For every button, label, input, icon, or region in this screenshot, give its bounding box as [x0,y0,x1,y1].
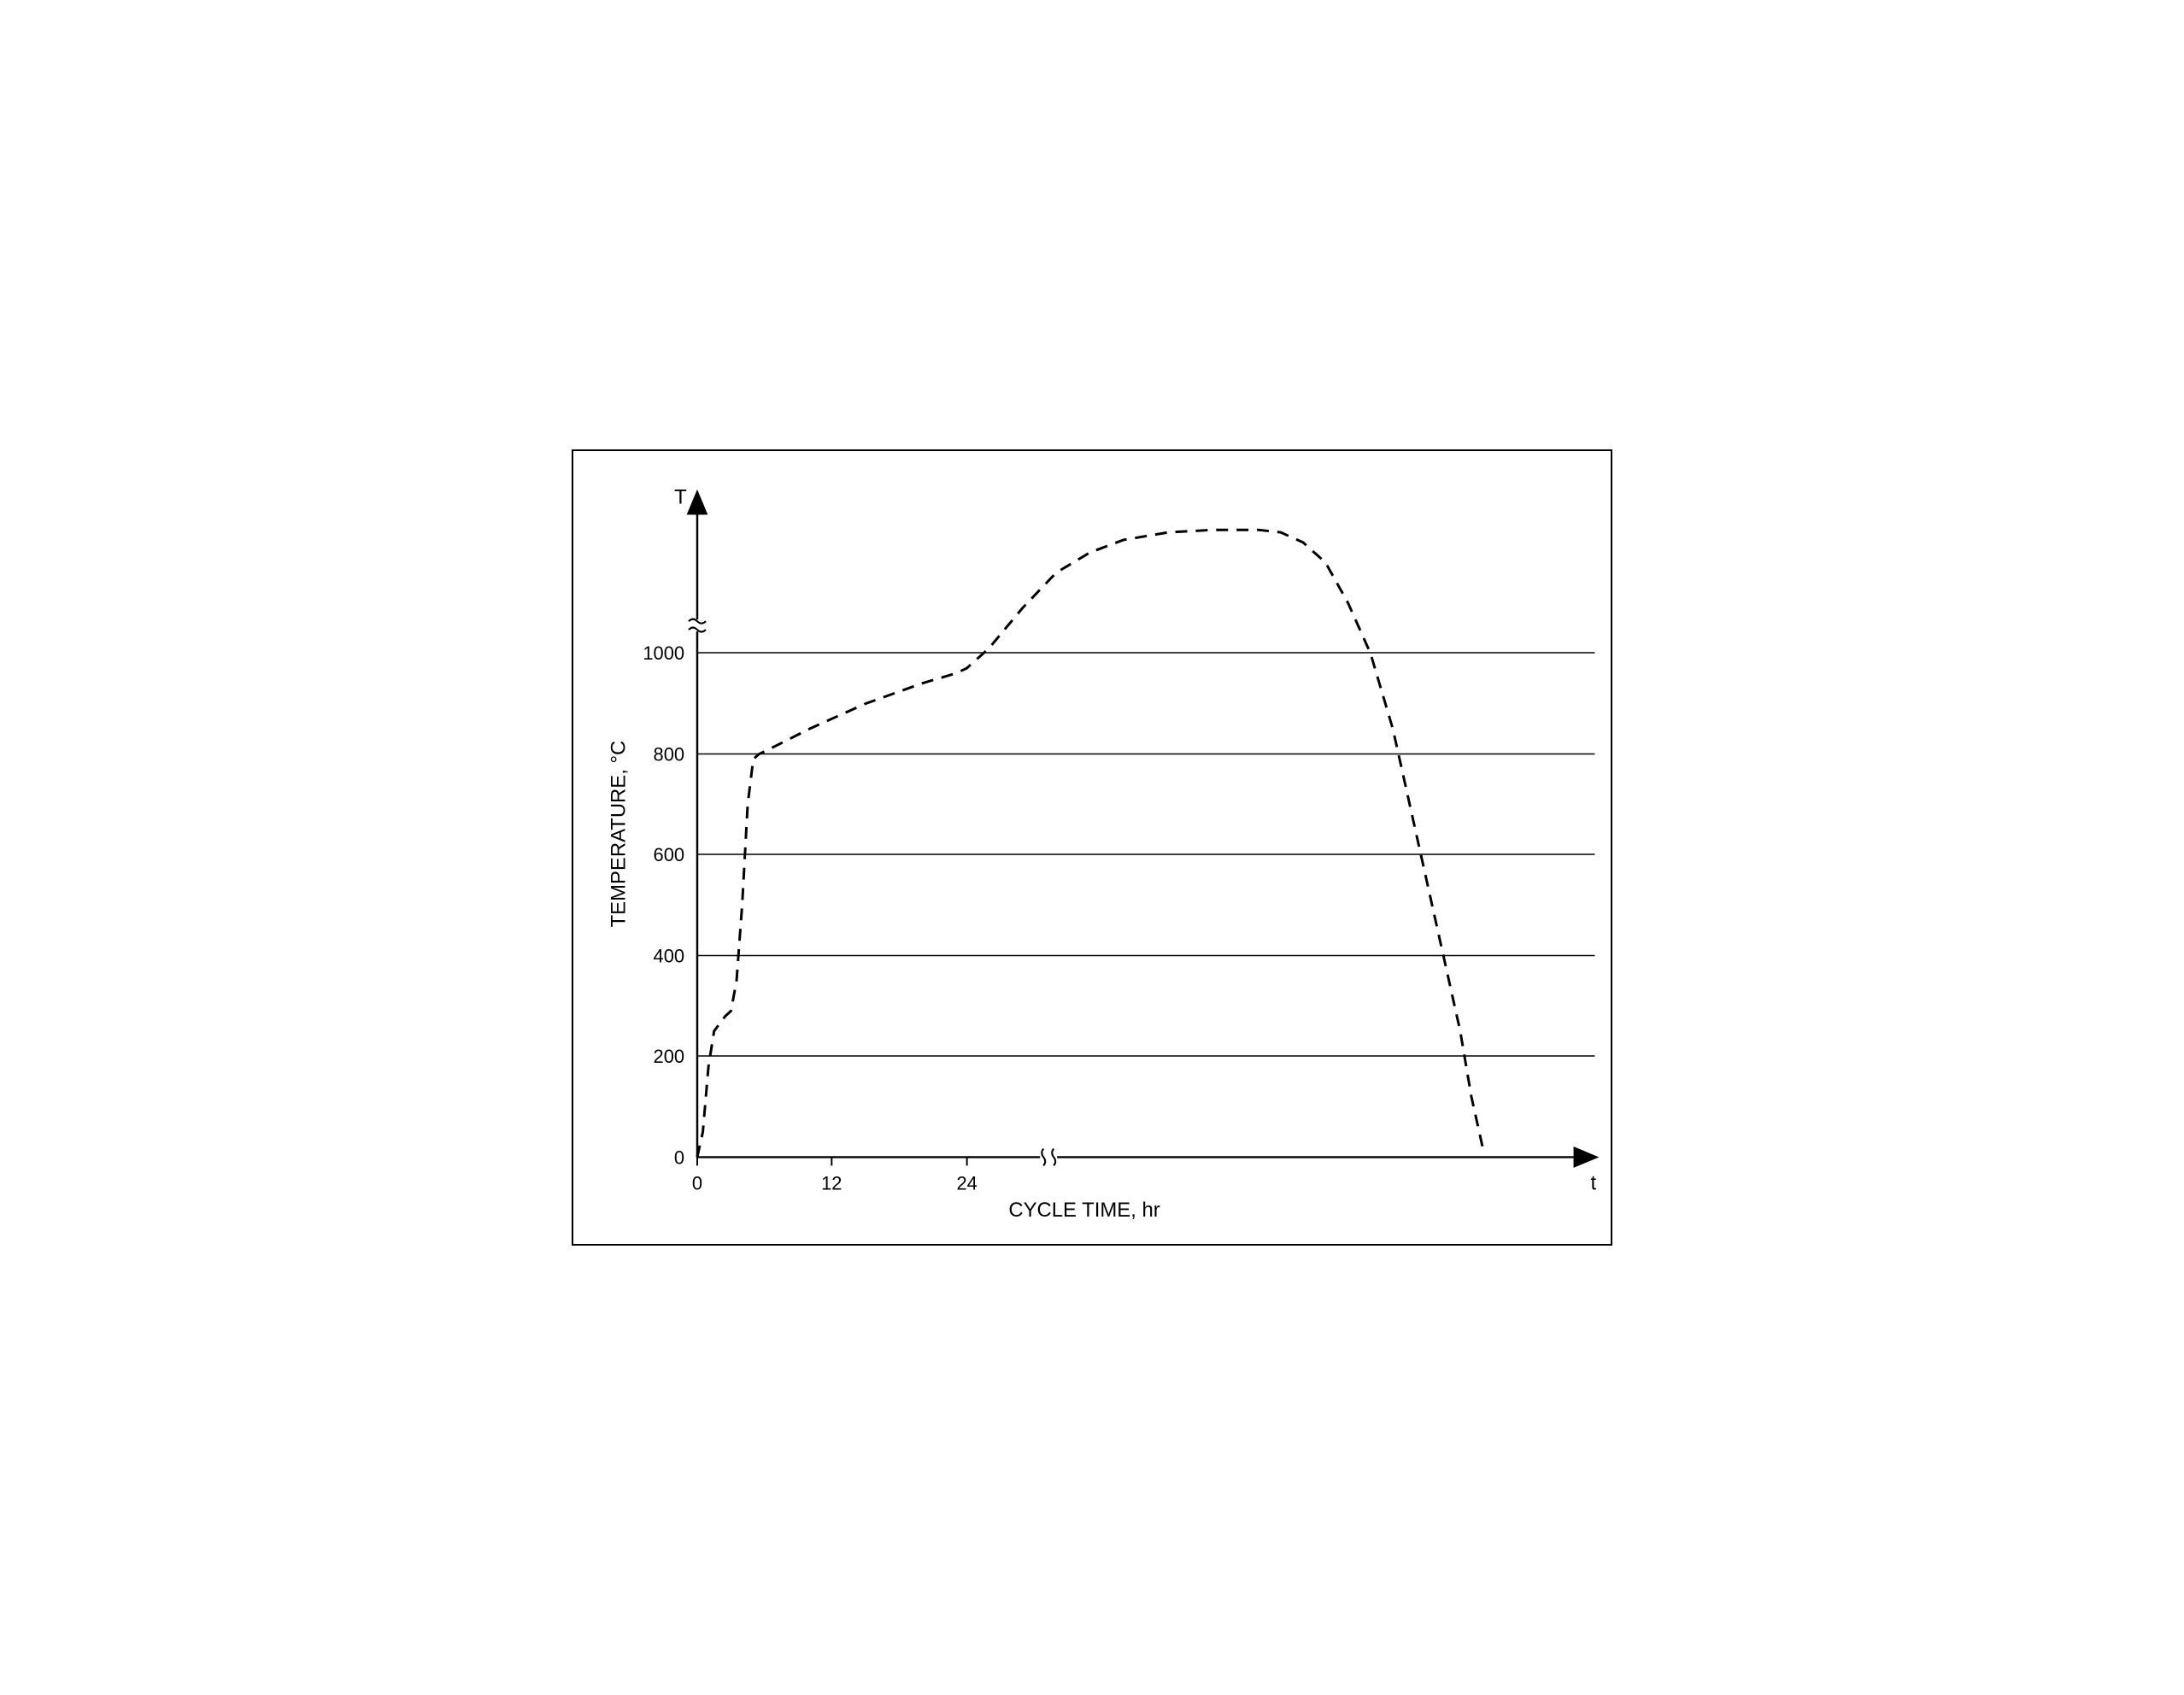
x-axis-symbol: t [1590,1171,1596,1194]
y-tick-labels: 0 200 400 600 800 1000 [643,642,684,1168]
y-tick-1000: 1000 [643,642,684,664]
y-axis-symbol: T [674,486,687,509]
y-axis-break [689,619,706,632]
x-tick-12: 12 [821,1172,842,1194]
x-tick-labels: 0 12 24 [692,1172,978,1194]
chart-frame: 0 200 400 600 800 1000 0 12 24 T [572,449,1612,1246]
y-tick-600: 600 [654,844,685,865]
chart-container: 0 200 400 600 800 1000 0 12 24 T [546,424,1638,1271]
x-axis-break [1040,1148,1057,1165]
data-curve [697,530,1482,1157]
y-tick-200: 200 [654,1046,685,1067]
y-tick-0: 0 [674,1147,684,1168]
y-tick-800: 800 [654,743,685,765]
chart-svg: 0 200 400 600 800 1000 0 12 24 T [573,451,1611,1244]
gridlines [697,653,1594,1056]
x-tick-24: 24 [956,1172,977,1194]
x-axis-label: CYCLE TIME, hr [1008,1199,1160,1222]
y-axis-label: TEMPERATURE, °C [607,741,630,928]
y-tick-400: 400 [654,945,685,966]
x-ticks [697,1157,967,1165]
x-tick-0: 0 [692,1172,702,1194]
